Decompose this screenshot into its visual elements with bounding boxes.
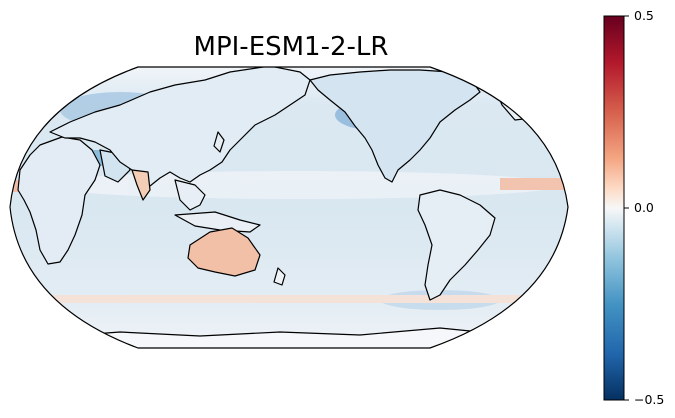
land-africa [17, 136, 101, 265]
colorbar-tick-label-max: 0.5 [634, 8, 654, 23]
map-title: MPI-ESM1-2-LR [193, 32, 389, 62]
land-india [131, 169, 151, 201]
colorbar-tick-label-mid: 0.0 [634, 200, 654, 215]
land-south-america [417, 189, 496, 301]
colorbar-tick-label-min: −0.5 [634, 392, 665, 407]
land-indonesia [174, 211, 261, 233]
globe-outline [9, 66, 569, 349]
land-new-zealand [273, 267, 286, 286]
land-australia [187, 227, 261, 277]
land-north-america [309, 69, 481, 183]
land-southeast-asia [174, 179, 206, 211]
globe [10, 67, 568, 348]
land-antarctica [10, 327, 568, 348]
land-masses [10, 67, 568, 348]
land-eurasia [49, 67, 311, 187]
colorbar-gradient [603, 15, 625, 401]
land-japan [213, 131, 225, 153]
colorbar [603, 15, 629, 401]
